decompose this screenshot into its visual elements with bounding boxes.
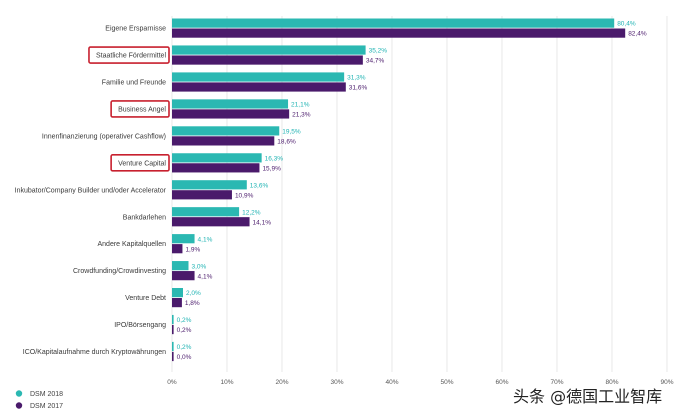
bar-dsm-2018 bbox=[172, 99, 289, 109]
value-label-dsm-2017: 10,9% bbox=[235, 192, 254, 199]
value-label-dsm-2017: 0,2% bbox=[177, 327, 192, 334]
value-label-dsm-2017: 4,1% bbox=[198, 273, 213, 280]
highlight-box bbox=[88, 46, 170, 64]
bar-dsm-2017 bbox=[172, 163, 260, 173]
value-label-dsm-2018: 0,2% bbox=[177, 317, 192, 324]
bar-dsm-2017 bbox=[172, 351, 174, 362]
category-label: Innenfinanzierung (operativer Cashflow) bbox=[42, 133, 166, 140]
bar-dsm-2018 bbox=[172, 153, 262, 163]
value-label-dsm-2018: 2,0% bbox=[186, 290, 201, 297]
category-label: Eigene Ersparnisse bbox=[105, 26, 166, 33]
bar-dsm-2018 bbox=[172, 45, 366, 55]
category-label: Business Angel bbox=[118, 106, 166, 113]
highlight-boxes bbox=[88, 46, 170, 172]
bar-dsm-2017 bbox=[172, 55, 363, 65]
value-label-dsm-2017: 0,0% bbox=[177, 354, 192, 361]
value-label-dsm-2018: 3,0% bbox=[192, 263, 207, 270]
value-label-dsm-2018: 0,2% bbox=[177, 344, 192, 351]
category-label: Andere Kapitalquellen bbox=[98, 241, 167, 248]
bar-dsm-2018 bbox=[172, 18, 615, 28]
bar-dsm-2017 bbox=[172, 217, 250, 227]
bar-dsm-2017 bbox=[172, 82, 346, 92]
bar-dsm-2018 bbox=[172, 234, 195, 244]
bar-dsm-2017 bbox=[172, 28, 626, 38]
value-label-dsm-2017: 1,9% bbox=[185, 246, 200, 253]
value-label-dsm-2018: 12,2% bbox=[242, 209, 261, 216]
value-label-dsm-2017: 21,3% bbox=[292, 112, 311, 119]
value-labels: 80,4% 82,4% 35,2% 34,7% 31,3% 31,6% 21,1% 21,3%… bbox=[177, 21, 647, 361]
category-label: IPO/Börsengang bbox=[114, 322, 166, 329]
value-label-dsm-2018: 13,6% bbox=[250, 182, 269, 189]
value-label-dsm-2018: 19,5% bbox=[282, 129, 301, 136]
bar-dsm-2018 bbox=[172, 261, 189, 271]
bar-dsm-2017 bbox=[172, 271, 195, 281]
value-label-dsm-2017: 15,9% bbox=[262, 165, 281, 172]
value-label-dsm-2017: 1,8% bbox=[185, 300, 200, 307]
value-label-dsm-2017: 82,4% bbox=[628, 31, 647, 38]
value-label-dsm-2018: 21,1% bbox=[291, 102, 310, 109]
x-tick-label: 80% bbox=[605, 379, 618, 386]
bars bbox=[172, 18, 626, 362]
value-label-dsm-2018: 80,4% bbox=[617, 21, 636, 28]
bar-dsm-2018 bbox=[172, 341, 174, 352]
legend-marker bbox=[15, 402, 23, 409]
bar-dsm-2018 bbox=[172, 207, 240, 217]
highlight-box bbox=[110, 154, 170, 172]
value-label-dsm-2018: 35,2% bbox=[369, 48, 388, 55]
x-tick-label: 60% bbox=[495, 379, 508, 386]
x-tick-label: 40% bbox=[385, 379, 398, 386]
value-label-dsm-2017: 31,6% bbox=[349, 85, 368, 92]
bar-dsm-2017 bbox=[172, 136, 275, 146]
bar-dsm-2017 bbox=[172, 324, 174, 335]
highlight-box bbox=[110, 100, 170, 118]
watermark: 头条 @德国工业智库 bbox=[513, 387, 662, 406]
legend-marker bbox=[15, 390, 23, 397]
category-label: Familie und Freunde bbox=[102, 80, 166, 87]
value-label-dsm-2017: 14,1% bbox=[253, 219, 272, 226]
x-tick-label: 50% bbox=[440, 379, 453, 386]
value-label-dsm-2018: 4,1% bbox=[198, 236, 213, 243]
value-label-dsm-2017: 18,6% bbox=[277, 139, 296, 146]
bar-dsm-2018 bbox=[172, 288, 183, 298]
category-label: Venture Capital bbox=[118, 160, 166, 167]
bar-dsm-2017 bbox=[172, 298, 182, 308]
bar-dsm-2018 bbox=[172, 126, 280, 136]
category-labels: Eigene Ersparnisse Staatliche Fördermitte… bbox=[15, 26, 167, 356]
x-tick-label: 90% bbox=[660, 379, 673, 386]
category-label: Staatliche Fördermittel bbox=[96, 53, 166, 60]
bar-dsm-2018 bbox=[172, 180, 247, 190]
category-label: Venture Debt bbox=[125, 295, 166, 302]
x-tick-label: 20% bbox=[275, 379, 288, 386]
value-label-dsm-2017: 34,7% bbox=[366, 58, 385, 65]
legend: DSM 2018 DSM 2017 bbox=[15, 390, 63, 410]
bar-dsm-2018 bbox=[172, 314, 174, 325]
category-label: Bankdarlehen bbox=[123, 214, 166, 221]
value-label-dsm-2018: 31,3% bbox=[347, 75, 366, 82]
value-label-dsm-2018: 16,3% bbox=[265, 155, 284, 162]
legend-label: DSM 2018 bbox=[30, 391, 63, 398]
x-axis-tick-labels: 0% 10% 20% 30% 40% 50% 60% 70% 80% 90% bbox=[167, 379, 673, 386]
bar-dsm-2017 bbox=[172, 109, 290, 119]
x-tick-label: 10% bbox=[220, 379, 233, 386]
x-tick-label: 70% bbox=[550, 379, 563, 386]
x-tick-label: 30% bbox=[330, 379, 343, 386]
bar-dsm-2017 bbox=[172, 190, 232, 200]
category-label: Inkubator/Company Builder und/oder Accel… bbox=[15, 187, 167, 194]
category-label: ICO/Kapitalaufnahme durch Kryptowährunge… bbox=[23, 349, 166, 356]
bar-dsm-2018 bbox=[172, 72, 345, 82]
bar-dsm-2017 bbox=[172, 244, 183, 254]
category-label: Crowdfunding/Crowdinvesting bbox=[73, 268, 166, 275]
legend-label: DSM 2017 bbox=[30, 403, 63, 410]
x-tick-label: 0% bbox=[167, 379, 177, 386]
